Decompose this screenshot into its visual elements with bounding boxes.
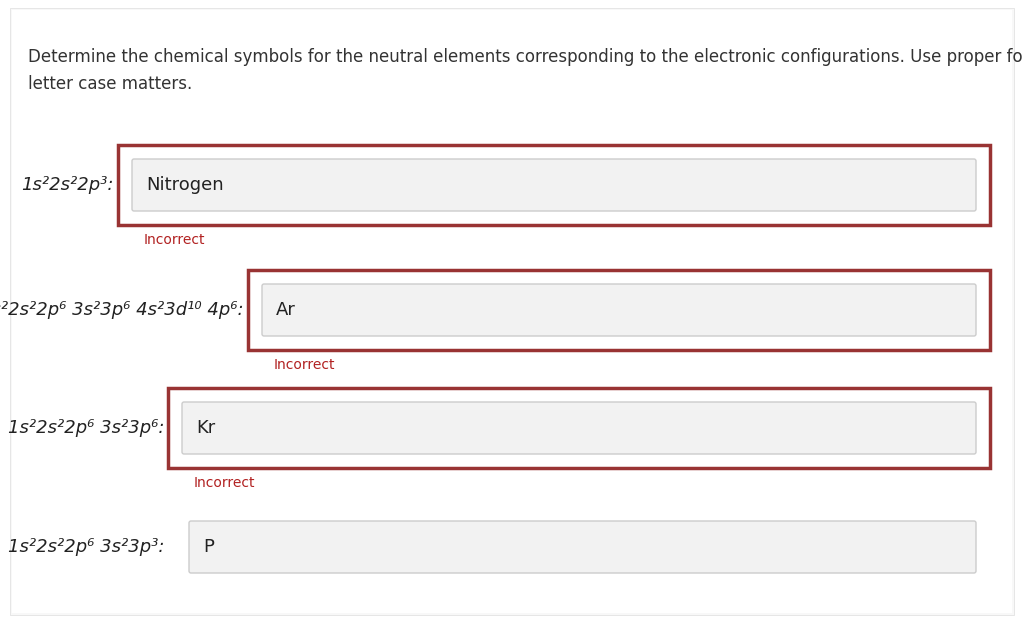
Text: Ar: Ar <box>276 301 296 319</box>
Text: Nitrogen: Nitrogen <box>146 176 223 194</box>
Text: letter case matters.: letter case matters. <box>28 75 193 93</box>
Bar <box>168 388 990 468</box>
Text: Incorrect: Incorrect <box>274 358 336 372</box>
Bar <box>118 145 990 225</box>
Text: Incorrect: Incorrect <box>144 233 206 247</box>
FancyBboxPatch shape <box>182 402 976 454</box>
Bar <box>248 270 990 350</box>
Text: 1s²2s²2p⁶ 3s²3p⁶:: 1s²2s²2p⁶ 3s²3p⁶: <box>7 419 164 437</box>
FancyBboxPatch shape <box>262 284 976 336</box>
Text: Kr: Kr <box>196 419 215 437</box>
Text: Incorrect: Incorrect <box>194 476 256 490</box>
Text: 1s²2s²2p³:: 1s²2s²2p³: <box>22 176 114 194</box>
Text: 1s²2s²2p⁶ 3s²3p³:: 1s²2s²2p⁶ 3s²3p³: <box>7 538 164 556</box>
Text: Determine the chemical symbols for the neutral elements corresponding to the ele: Determine the chemical symbols for the n… <box>28 48 1024 66</box>
Text: 1s²2s²2p⁶ 3s²3p⁶ 4s²3d¹⁰ 4p⁶:: 1s²2s²2p⁶ 3s²3p⁶ 4s²3d¹⁰ 4p⁶: <box>0 301 244 319</box>
FancyBboxPatch shape <box>132 159 976 211</box>
Text: P: P <box>203 538 214 556</box>
FancyBboxPatch shape <box>189 521 976 573</box>
